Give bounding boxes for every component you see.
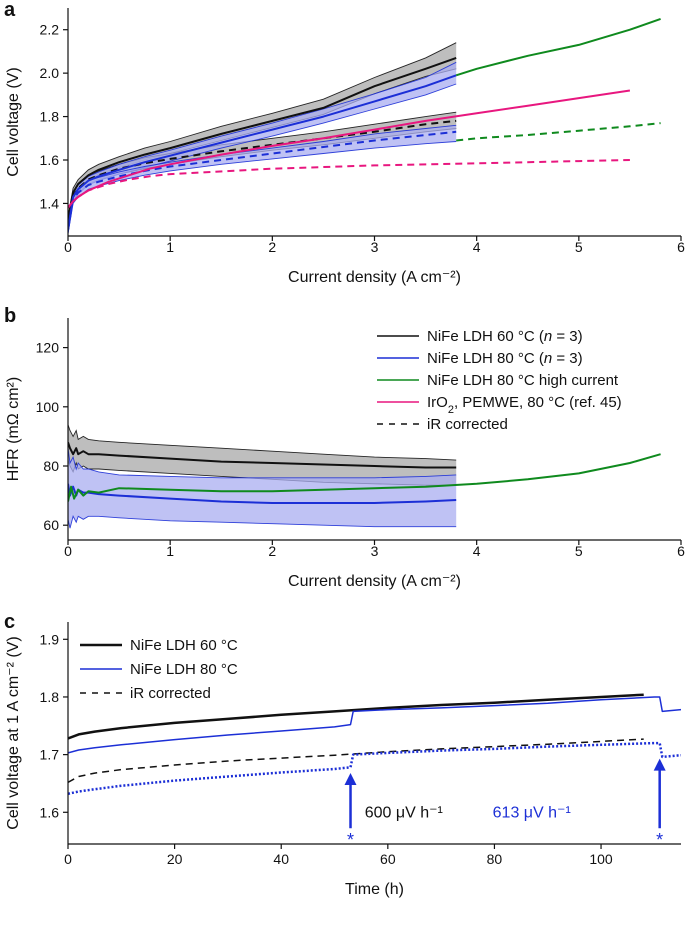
- panel-label-b: b: [4, 305, 16, 327]
- panel-b-chart: 0 1 2 3 4 5 6 60 80 100 120 Current density (A cm⁻²…: [5, 318, 685, 590]
- chart-a-series-line-2: [68, 74, 457, 230]
- chart-b-plot-area: [68, 424, 661, 529]
- chart-b-series-line-1: [68, 483, 457, 504]
- chart-a-x-tick-label: 3: [371, 239, 379, 255]
- chart-b-legend-label: NiFe LDH 60 °C (n = 3): [427, 328, 583, 345]
- chart-c-x-tick-label: 40: [273, 851, 289, 867]
- chart-c-y-tick-label: 1.8: [40, 689, 60, 705]
- chart-b-y-tick-label: 60: [43, 517, 59, 533]
- chart-c-x-tick-label: 20: [167, 851, 183, 867]
- chart-b-x-tick-label: 1: [166, 543, 174, 559]
- panel-a-chart: 0 1 2 3 4 5 6 1.4 1.6 1.8 2.0 2.2 Current density (A…: [5, 8, 685, 286]
- chart-c-y-axis-label: Cell voltage at 1 A cm⁻² (V): [5, 636, 22, 829]
- chart-b-band-edge-upper-0: [68, 424, 457, 461]
- panel-label-a: a: [4, 0, 16, 21]
- chart-b-y-axis-label: HFR (mΩ cm²): [5, 377, 22, 481]
- chart-c-series-line-3: [68, 741, 681, 796]
- chart-b-x-tick-label: 0: [64, 543, 72, 559]
- chart-c-x-tick-label: 60: [380, 851, 396, 867]
- chart-c-x-axis-label: Time (h): [345, 881, 404, 898]
- chart-a-series-line-3: [68, 130, 457, 230]
- chart-a-series-line-4: [455, 17, 661, 77]
- panel-c-chart: 0 20 40 60 80 100 1.6 1.7 1.8 1.9 Time (h) Cell vol…: [5, 622, 681, 898]
- chart-a-x-tick-label: 0: [64, 239, 72, 255]
- chart-c-legend-label: iR corrected: [130, 685, 211, 702]
- chart-c-series-line-2: [68, 696, 681, 754]
- chart-a-y-tick-label: 2.0: [40, 65, 60, 81]
- chart-a-x-axis-label: Current density (A cm⁻²): [288, 269, 461, 286]
- chart-c-arrow-head: [653, 758, 666, 771]
- chart-c-arrow-head: [344, 773, 357, 786]
- chart-b-legend-label: IrO2, PEMWE, 80 °C (ref. 45): [427, 394, 622, 416]
- chart-a-plot-area: [68, 17, 661, 234]
- chart-b-band-0: [68, 424, 457, 486]
- chart-a-y-tick-label: 1.6: [40, 152, 60, 168]
- chart-b-legend: NiFe LDH 60 °C (n = 3) NiFe LDH 80 °C (n …: [377, 328, 622, 433]
- chart-c-y-tick-label: 1.9: [40, 631, 60, 647]
- chart-b-x-tick-label: 6: [677, 543, 685, 559]
- chart-b-legend-label: NiFe LDH 80 °C high current: [427, 372, 619, 389]
- chart-a-x-tick-label: 4: [473, 239, 481, 255]
- chart-c-y-tick-label: 1.6: [40, 804, 60, 820]
- chart-a-series-line-0: [68, 56, 457, 221]
- chart-b-y-tick-label: 100: [36, 399, 60, 415]
- chart-c-asterisk: *: [347, 830, 354, 850]
- chart-c-series-line-0: [68, 693, 644, 740]
- chart-b-band-edge-lower-1: [68, 515, 457, 529]
- chart-c-plot-area: [68, 693, 681, 796]
- chart-a-y-tick-label: 1.8: [40, 109, 60, 125]
- chart-c-x-tick-label: 0: [64, 851, 72, 867]
- chart-a-band-1: [68, 112, 457, 226]
- chart-b-band-1: [68, 448, 457, 529]
- chart-b-band-edge-upper-1: [68, 448, 457, 479]
- chart-a-y-tick-label: 2.2: [40, 22, 60, 38]
- chart-a-series-line-5: [456, 122, 661, 142]
- chart-c-x-tick-label: 80: [487, 851, 503, 867]
- chart-b-x-tick-label: 2: [268, 543, 276, 559]
- chart-a-x-tick-label: 6: [677, 239, 685, 255]
- chart-b-series-line-2: [68, 453, 661, 502]
- chart-b-series-line-0: [68, 441, 457, 469]
- chart-a-band-0: [68, 42, 457, 226]
- chart-b-x-axis-label: Current density (A cm⁻²): [288, 573, 461, 590]
- chart-b-legend-label: NiFe LDH 80 °C (n = 3): [427, 350, 583, 367]
- chart-b-x-tick-label: 5: [575, 543, 583, 559]
- chart-a-y-axis-label: Cell voltage (V): [5, 67, 22, 176]
- chart-c-legend: NiFe LDH 60 °C NiFe LDH 80 °C iR corrected: [80, 637, 238, 702]
- chart-c-rate-annotation: 613 μV h⁻¹: [493, 804, 571, 821]
- chart-a-x-tick-label: 1: [166, 239, 174, 255]
- chart-a-band-edge-upper-0: [68, 42, 457, 217]
- panel-label-c: c: [4, 611, 15, 633]
- chart-c-series-line-1: [68, 738, 644, 783]
- chart-a-series-line-6: [68, 89, 631, 209]
- chart-a-x-tick-label: 5: [575, 239, 583, 255]
- chart-b-x-tick-label: 4: [473, 543, 481, 559]
- chart-c-x-tick-label: 100: [589, 851, 613, 867]
- chart-b-legend-label: iR corrected: [427, 416, 508, 433]
- chart-c-legend-label: NiFe LDH 80 °C: [130, 661, 238, 678]
- chart-a-y-tick-label: 1.4: [40, 195, 60, 211]
- chart-b-y-tick-label: 80: [43, 458, 59, 474]
- chart-b-x-tick-label: 3: [371, 543, 379, 559]
- chart-a-x-tick-label: 2: [268, 239, 276, 255]
- chart-c-legend-label: NiFe LDH 60 °C: [130, 637, 238, 654]
- chart-c-asterisk: *: [656, 830, 663, 850]
- chart-b-y-tick-label: 120: [36, 340, 60, 356]
- chart-a-series-line-7: [68, 159, 630, 209]
- chart-c-y-tick-label: 1.7: [40, 747, 60, 763]
- chart-c-rate-annotation: 600 μV h⁻¹: [365, 804, 443, 821]
